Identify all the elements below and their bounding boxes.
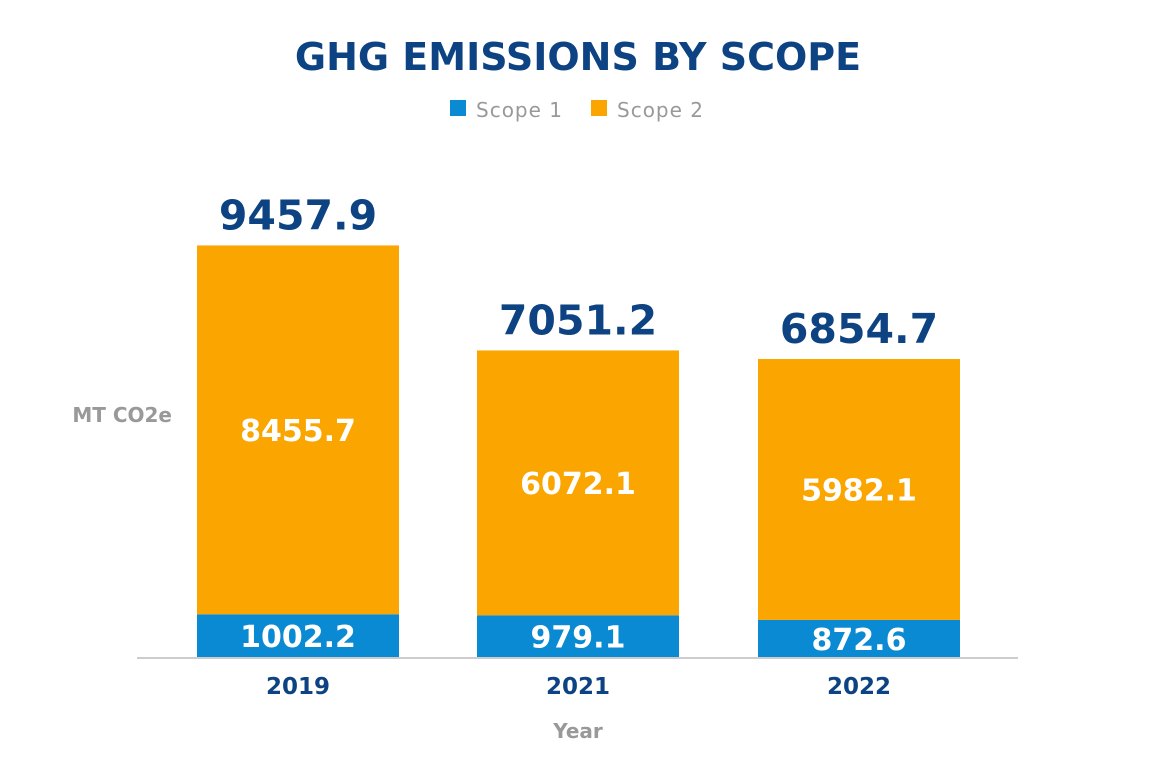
x-tick-label-2021: 2021 (546, 674, 610, 700)
data-label-scope-2-2022: 5982.1 (801, 473, 917, 508)
bars: 1002.2 8455.7 9457.9 979.1 6072.1 7051.2 872.6… (197, 191, 960, 658)
total-label-2021: 7051.2 (499, 296, 657, 344)
total-label-2019: 9457.9 (219, 191, 377, 239)
data-label-scope-2-2021: 6072.1 (520, 467, 636, 502)
x-tick-label-2019: 2019 (266, 674, 330, 700)
x-tick-label-2022: 2022 (827, 674, 891, 700)
x-axis-title: Year (552, 719, 603, 743)
total-label-2022: 6854.7 (780, 305, 938, 353)
bar-scope-1-2021 (477, 615, 679, 658)
bar-scope-1-2019 (197, 614, 399, 658)
legend-label-scope-1: Scope 1 (476, 98, 563, 122)
data-label-scope-1-2019: 1002.2 (240, 620, 356, 655)
data-label-scope-1-2021: 979.1 (531, 621, 626, 656)
legend: Scope 1 Scope 2 (450, 98, 704, 122)
bar-scope-2-2021 (477, 350, 679, 616)
legend-swatch-scope-1 (450, 100, 466, 116)
data-label-scope-2-2019: 8455.7 (240, 414, 356, 449)
chart-title: GHG EMISSIONS BY SCOPE (295, 35, 861, 79)
y-axis-title: MT CO2e (72, 403, 172, 427)
legend-label-scope-2: Scope 2 (617, 98, 704, 122)
bar-scope-2-2019 (197, 245, 399, 615)
x-axis-ticks: 2019 2021 2022 (266, 674, 891, 700)
data-label-scope-1-2022: 872.6 (812, 623, 907, 658)
bar-scope-1-2022 (758, 619, 960, 658)
legend-swatch-scope-2 (591, 100, 607, 116)
bar-scope-2-2022 (758, 359, 960, 620)
